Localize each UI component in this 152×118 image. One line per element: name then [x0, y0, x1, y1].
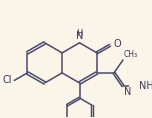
- Text: NH₂: NH₂: [139, 81, 152, 91]
- Text: CH₃: CH₃: [124, 50, 138, 59]
- Text: Cl: Cl: [3, 75, 12, 85]
- Text: H: H: [76, 29, 83, 38]
- Text: N: N: [76, 31, 83, 41]
- Text: O: O: [113, 39, 121, 49]
- Text: N: N: [124, 87, 131, 97]
